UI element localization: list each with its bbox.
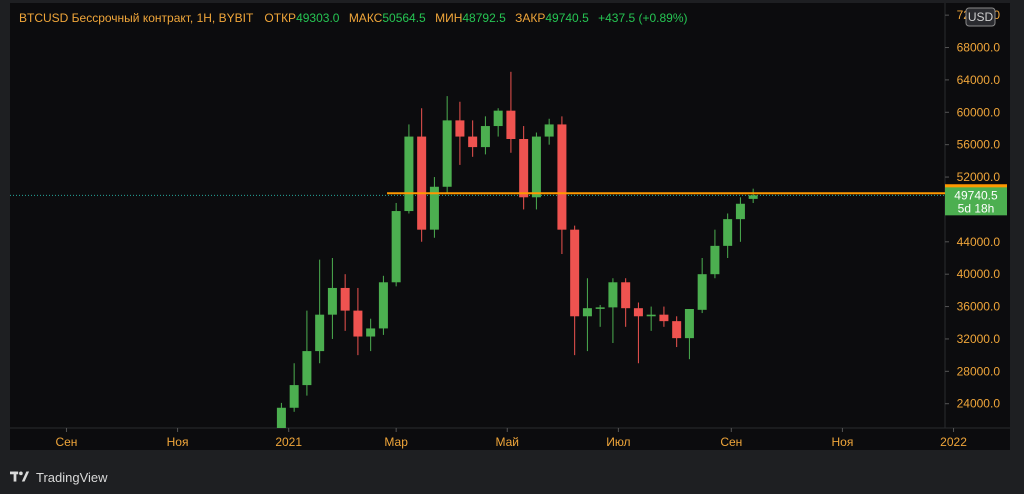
candle-body [697, 274, 707, 310]
footer-brand[interactable]: TradingView [10, 468, 108, 486]
y-tick-label: 52000.0 [957, 170, 1001, 184]
y-tick-label: 40000.0 [957, 267, 1001, 281]
candle-body [378, 282, 388, 329]
y-tick-label: 36000.0 [957, 300, 1001, 314]
x-tick-label: Ноя [832, 435, 854, 449]
open-label: ОТКР [264, 11, 297, 25]
y-tick-label: 60000.0 [957, 105, 1001, 119]
candle-body [684, 309, 694, 339]
candle-body [735, 203, 745, 220]
y-tick-label: 32000.0 [957, 332, 1001, 346]
candle-body [608, 282, 618, 308]
candle-countdown-label: 5d 18h [958, 201, 995, 215]
candle-body [659, 314, 669, 322]
candle-body [493, 110, 503, 127]
low-label: МИН [435, 11, 463, 25]
x-tick-label: Мар [384, 435, 408, 449]
current-price-label: 49740.5 [954, 188, 998, 202]
x-tick-label: Май [496, 435, 520, 449]
close-label: ЗАКР [515, 11, 546, 25]
currency-badge-label: USD [968, 10, 994, 24]
close-value: 49740.5 [545, 11, 589, 25]
tradingview-logo-icon [10, 471, 30, 482]
candle-body [570, 229, 580, 317]
low-value: 48792.5 [462, 11, 506, 25]
currency-badge[interactable] [965, 7, 996, 27]
candle-body [366, 328, 376, 337]
candle-body [723, 219, 733, 246]
x-tick-label: Сен [55, 435, 77, 449]
candle-body [315, 314, 325, 352]
high-label: МАКС [348, 11, 383, 25]
y-tick-label: 24000.0 [957, 397, 1001, 411]
x-tick-label: 2022 [940, 435, 967, 449]
candle-body [633, 308, 643, 317]
y-tick-label: 64000.0 [957, 73, 1001, 87]
candle-body [302, 351, 312, 386]
high-value: 50564.5 [382, 11, 426, 25]
candle-body [557, 124, 567, 230]
open-value: 49303.0 [296, 11, 340, 25]
candle-body [276, 407, 286, 428]
candle-body [417, 136, 427, 230]
candle-body [519, 139, 529, 198]
candle-body [353, 310, 363, 337]
brand-name: TradingView [36, 469, 108, 485]
candle-body [595, 307, 605, 309]
change-value: +437.5 (+0.89%) [598, 11, 688, 25]
candle-body [391, 211, 401, 283]
candle-body [429, 186, 439, 230]
x-tick-label: 2021 [275, 435, 302, 449]
candle-body [531, 136, 541, 198]
symbol-title: BTCUSD Бессрочный контракт, 1H, BYBIT [19, 11, 254, 25]
candle-body [340, 287, 350, 311]
candle-body [442, 120, 452, 187]
ohlc-legend: BTCUSD Бессрочный контракт, 1H, BYBIT ОТ… [19, 11, 688, 25]
candle-body [506, 110, 516, 139]
candle-body [710, 245, 720, 275]
candle-body [455, 120, 465, 137]
current-price-badge [945, 187, 1007, 216]
candle-body [582, 308, 592, 317]
candle-body [468, 136, 478, 148]
y-tick-label: 56000.0 [957, 138, 1001, 152]
candle-body [621, 282, 631, 309]
y-tick-label: 44000.0 [957, 235, 1001, 249]
candle-body [672, 321, 682, 339]
y-tick-label: 28000.0 [957, 364, 1001, 378]
candle-body [480, 126, 490, 148]
y-tick-label: 68000.0 [957, 41, 1001, 55]
candle-body [404, 136, 414, 212]
candle-body [289, 385, 299, 408]
candle-body [327, 287, 337, 315]
candle-body [646, 314, 656, 317]
x-tick-label: Июл [606, 435, 630, 449]
plot-background [10, 3, 1010, 450]
x-tick-label: Сен [720, 435, 742, 449]
candle-body [544, 124, 554, 137]
candle-body [748, 195, 758, 199]
x-tick-label: Ноя [167, 435, 189, 449]
